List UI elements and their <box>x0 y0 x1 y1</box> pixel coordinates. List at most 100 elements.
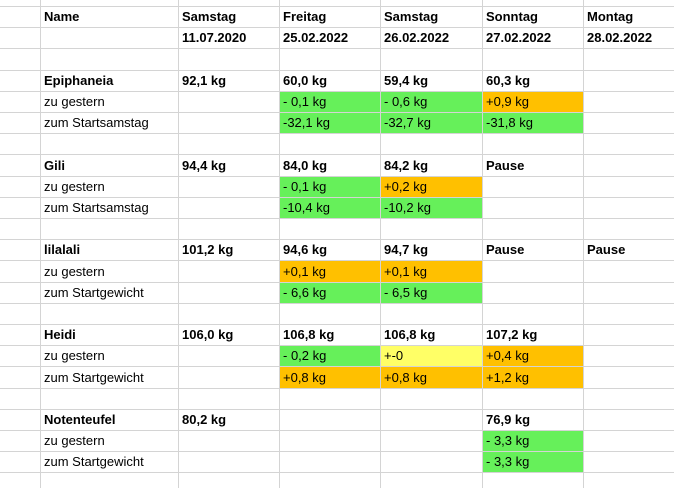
difference-cell[interactable]: - 6,5 kg <box>381 283 482 303</box>
difference-cell[interactable]: +0,2 kg <box>381 177 482 197</box>
header-date-cell[interactable]: 25.02.2022 <box>283 30 349 45</box>
difference-cell[interactable]: +-0 <box>381 346 482 366</box>
difference-cell[interactable] <box>381 431 482 451</box>
header-date-cell[interactable]: 11.07.2020 <box>182 30 247 45</box>
weight-cell[interactable] <box>584 325 674 345</box>
difference-cell[interactable]: -10,2 kg <box>381 198 482 218</box>
difference-cell[interactable]: - 0,1 kg <box>280 92 380 112</box>
difference-cell[interactable] <box>584 113 674 133</box>
difference-cell[interactable] <box>179 283 279 303</box>
difference-cell[interactable]: +0,9 kg <box>483 92 583 112</box>
difference-cell[interactable] <box>483 283 583 303</box>
difference-cell[interactable] <box>179 431 279 451</box>
difference-cell[interactable] <box>584 452 674 472</box>
person-name-cell[interactable]: Notenteufel <box>44 412 116 427</box>
difference-cell[interactable]: +0,1 kg <box>381 261 482 282</box>
difference-cell[interactable] <box>280 452 380 472</box>
difference-cell[interactable] <box>179 92 279 112</box>
difference-cell[interactable] <box>584 92 674 112</box>
difference-cell[interactable]: - 0,6 kg <box>381 92 482 112</box>
difference-cell[interactable] <box>179 346 279 366</box>
difference-cell[interactable]: -32,1 kg <box>280 113 380 133</box>
difference-cell[interactable] <box>280 431 380 451</box>
weight-cell[interactable]: 60,0 kg <box>283 73 328 88</box>
header-date-cell[interactable]: 28.02.2022 <box>587 30 653 45</box>
difference-cell[interactable] <box>483 198 583 218</box>
weight-cell[interactable]: 106,0 kg <box>182 327 234 342</box>
weight-cell[interactable]: Pause <box>587 242 626 257</box>
difference-cell[interactable] <box>483 261 583 282</box>
difference-cell[interactable]: - 0,2 kg <box>280 346 380 366</box>
weight-cell[interactable]: 76,9 kg <box>486 412 531 427</box>
difference-cell[interactable] <box>584 177 674 197</box>
header-weekday-cell[interactable]: Samstag <box>384 9 439 24</box>
row-label-cell[interactable]: zum Startsamstag <box>44 115 149 130</box>
person-name-cell[interactable]: Epiphaneia <box>44 73 114 88</box>
row-label-cell[interactable]: zu gestern <box>44 179 105 194</box>
header-weekday-cell[interactable]: Montag <box>587 9 634 24</box>
weight-cell[interactable]: Pause <box>486 158 525 173</box>
weight-cell[interactable]: 80,2 kg <box>182 412 227 427</box>
row-label-cell[interactable]: zum Startgewicht <box>44 454 144 469</box>
weight-cell[interactable] <box>280 410 380 430</box>
difference-cell[interactable] <box>179 177 279 197</box>
difference-cell[interactable]: +0,8 kg <box>381 367 482 388</box>
weight-cell[interactable]: 107,2 kg <box>486 327 538 342</box>
difference-cell[interactable] <box>584 346 674 366</box>
difference-cell[interactable] <box>584 431 674 451</box>
header-weekday-cell[interactable]: Freitag <box>283 9 327 24</box>
difference-cell[interactable] <box>381 452 482 472</box>
difference-cell[interactable]: -31,8 kg <box>483 113 583 133</box>
header-date-cell[interactable]: 27.02.2022 <box>486 30 552 45</box>
difference-cell[interactable]: - 0,1 kg <box>280 177 380 197</box>
difference-cell[interactable] <box>483 177 583 197</box>
difference-cell[interactable] <box>584 283 674 303</box>
difference-cell[interactable]: +1,2 kg <box>483 367 583 388</box>
weight-cell[interactable]: 94,4 kg <box>182 158 227 173</box>
difference-cell[interactable]: -32,7 kg <box>381 113 482 133</box>
header-weekday-cell[interactable]: Samstag <box>182 9 237 24</box>
weight-cell[interactable]: 101,2 kg <box>182 242 234 257</box>
weight-cell[interactable]: 106,8 kg <box>384 327 436 342</box>
row-label-cell[interactable]: zum Startsamstag <box>44 200 149 215</box>
row-label-cell[interactable]: zu gestern <box>44 348 105 363</box>
difference-cell[interactable]: - 3,3 kg <box>483 452 583 472</box>
difference-cell[interactable]: - 6,6 kg <box>280 283 380 303</box>
header-name-cell[interactable]: Name <box>44 9 80 24</box>
header-date-cell[interactable]: 26.02.2022 <box>384 30 450 45</box>
weight-cell[interactable]: 92,1 kg <box>182 73 227 88</box>
header-date-cell[interactable] <box>41 28 178 48</box>
row-label-cell[interactable]: zum Startgewicht <box>44 370 144 385</box>
person-name-cell[interactable]: lilalali <box>44 242 81 257</box>
weight-cell[interactable]: 59,4 kg <box>384 73 429 88</box>
difference-cell[interactable] <box>584 367 674 388</box>
difference-cell[interactable]: -10,4 kg <box>280 198 380 218</box>
row-label-cell[interactable]: zum Startgewicht <box>44 285 144 300</box>
difference-cell[interactable]: +0,8 kg <box>280 367 380 388</box>
difference-cell[interactable]: - 3,3 kg <box>483 431 583 451</box>
weight-cell[interactable]: 94,6 kg <box>283 242 328 257</box>
row-label-cell[interactable]: zu gestern <box>44 94 105 109</box>
difference-cell[interactable]: +0,4 kg <box>483 346 583 366</box>
weight-cell[interactable]: 60,3 kg <box>486 73 531 88</box>
row-label-cell[interactable]: zu gestern <box>44 264 105 279</box>
weight-cell[interactable]: Pause <box>486 242 525 257</box>
difference-cell[interactable] <box>179 261 279 282</box>
person-name-cell[interactable]: Heidi <box>44 327 76 342</box>
person-name-cell[interactable]: Gili <box>44 158 65 173</box>
weight-cell[interactable] <box>584 71 674 91</box>
weight-cell[interactable] <box>381 410 482 430</box>
difference-cell[interactable] <box>179 198 279 218</box>
difference-cell[interactable] <box>179 113 279 133</box>
weight-cell[interactable]: 106,8 kg <box>283 327 335 342</box>
weight-cell[interactable] <box>584 155 674 176</box>
difference-cell[interactable] <box>179 452 279 472</box>
difference-cell[interactable] <box>584 261 674 282</box>
difference-cell[interactable]: +0,1 kg <box>280 261 380 282</box>
header-weekday-cell[interactable]: Sonntag <box>486 9 538 24</box>
weight-cell[interactable]: 94,7 kg <box>384 242 429 257</box>
difference-cell[interactable] <box>584 198 674 218</box>
row-label-cell[interactable]: zu gestern <box>44 433 105 448</box>
weight-cell[interactable]: 84,2 kg <box>384 158 429 173</box>
weight-cell[interactable]: 84,0 kg <box>283 158 328 173</box>
